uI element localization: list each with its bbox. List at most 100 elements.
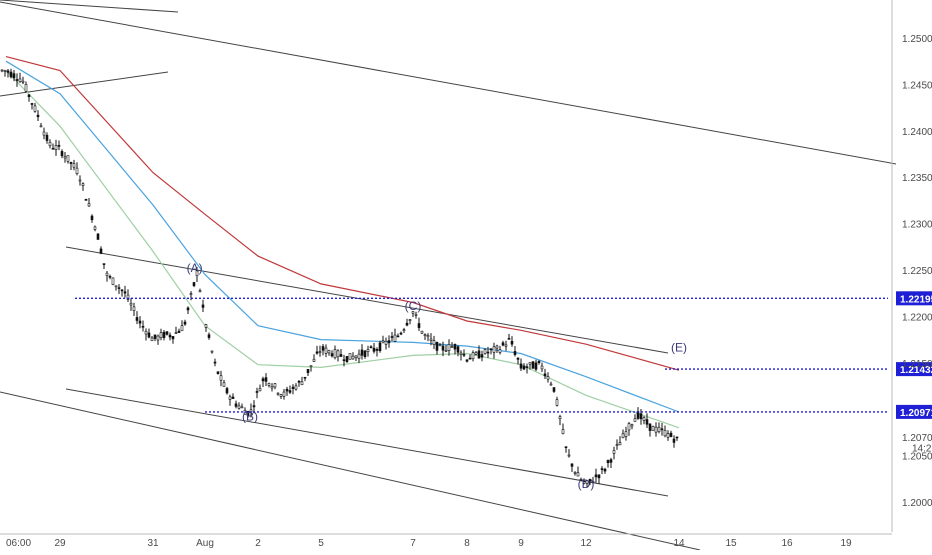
candle-body — [339, 354, 343, 357]
candle-body — [303, 376, 307, 379]
trend-line — [0, 71, 169, 97]
candle-body — [489, 348, 493, 351]
candle-body — [642, 417, 646, 421]
y-tick-label: 1.20700 — [902, 433, 932, 444]
y-tick-label: 1.21500 — [902, 359, 932, 370]
candle-body — [78, 179, 82, 182]
candle-body — [144, 331, 148, 335]
candle-body — [30, 103, 34, 105]
x-tick-label: 12 — [580, 538, 592, 549]
candle-body — [123, 291, 127, 294]
candle-body — [411, 311, 415, 314]
level-tag-bg — [896, 404, 932, 419]
candle-body — [624, 431, 628, 437]
candle-body — [282, 391, 286, 397]
candle-body — [495, 345, 499, 349]
candle-body — [570, 463, 574, 467]
candle-body — [252, 405, 256, 408]
candle-body — [174, 332, 178, 334]
candle-body — [387, 340, 391, 344]
moving-average-line — [5, 70, 680, 429]
candle-body — [276, 392, 280, 395]
candle-body — [525, 366, 529, 368]
candle-body — [183, 321, 187, 325]
candle-body — [315, 351, 319, 354]
candle-body — [201, 304, 205, 308]
candle-body — [588, 478, 592, 482]
candle-body — [597, 474, 601, 479]
candle-body — [564, 446, 568, 449]
candle-body — [9, 71, 13, 78]
candle-body — [132, 306, 136, 311]
candle-body — [447, 344, 451, 351]
candle-body — [402, 329, 406, 331]
candle-body — [600, 468, 604, 470]
candle-body — [582, 481, 586, 484]
candle-body — [3, 70, 7, 72]
candle-body — [420, 330, 424, 334]
candle-body — [159, 332, 163, 338]
x-tick-label: 19 — [840, 538, 852, 549]
current-time-label: 14:29 — [912, 444, 932, 455]
candle-body — [429, 338, 433, 341]
y-tick-label: 1.24000 — [902, 127, 932, 138]
y-tick-label: 1.22500 — [902, 266, 932, 277]
candle-body — [531, 361, 535, 369]
candle-body — [267, 383, 271, 386]
candle-body — [0, 69, 4, 72]
candle-body — [240, 406, 244, 409]
trend-line — [0, 1, 897, 165]
candle-body — [342, 359, 346, 361]
candle-body — [216, 371, 220, 374]
candle-body — [15, 79, 19, 81]
candle-body — [138, 320, 142, 324]
candle-body — [552, 387, 556, 392]
candle-body — [279, 394, 283, 397]
candle-body — [72, 163, 76, 168]
wave-label: (D) — [578, 477, 595, 491]
candle-body — [108, 276, 112, 278]
candle-body — [309, 365, 313, 367]
candle-body — [162, 331, 166, 338]
candle-body — [6, 70, 10, 73]
candle-body — [87, 203, 91, 207]
candle-body — [393, 334, 397, 342]
candle-body — [675, 436, 679, 439]
candle-body — [81, 183, 85, 186]
candle-body — [33, 105, 37, 112]
candle-body — [645, 419, 649, 425]
candle-body — [270, 386, 274, 389]
candle-body — [507, 338, 511, 340]
x-tick-label: 14 — [673, 538, 685, 549]
candle-body — [24, 84, 28, 92]
candle-body — [210, 350, 214, 353]
candle-body — [669, 432, 673, 437]
candle-body — [435, 342, 439, 351]
level-tag-bg — [896, 291, 932, 306]
candle-body — [567, 454, 571, 457]
candle-body — [423, 334, 427, 336]
candle-body — [672, 438, 676, 443]
level-tag-label: 1.21432 — [900, 365, 932, 376]
candle-body — [195, 270, 199, 277]
candle-body — [42, 131, 46, 136]
candle-body — [462, 354, 466, 356]
candle-body — [297, 381, 301, 383]
candle-body — [378, 342, 382, 352]
candle-body — [360, 349, 364, 356]
candle-body — [390, 336, 394, 338]
candle-body — [336, 350, 340, 358]
candle-body — [363, 350, 367, 357]
candle-body — [453, 344, 457, 350]
moving-average-line — [5, 56, 680, 371]
trend-line — [0, 0, 179, 13]
candle-body — [147, 332, 151, 338]
candle-body — [90, 215, 94, 221]
candle-body — [198, 290, 202, 293]
candle-body — [483, 349, 487, 354]
trend-line — [65, 388, 669, 497]
candle-body — [585, 480, 589, 484]
candle-body — [606, 460, 610, 463]
level-price-tag: 1.21432 — [896, 362, 932, 377]
